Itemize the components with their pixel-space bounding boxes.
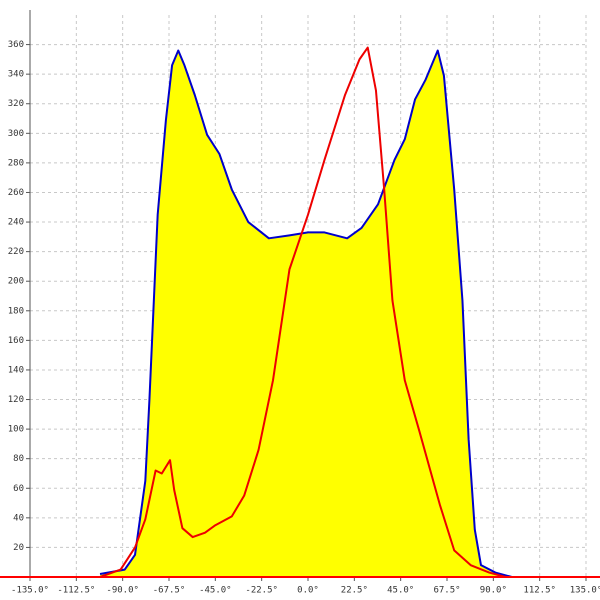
y-tick-label: 240 [8,218,24,228]
y-tick-label: 320 [8,99,24,109]
y-tick-label: 80 [13,454,24,464]
y-tick-label: 260 [8,188,24,198]
x-tick-label: 0.0° [297,586,319,596]
y-tick-label: 200 [8,277,24,287]
x-tick-label: -45.0° [199,586,232,596]
x-tick-label: 22.5° [341,586,368,596]
x-tick-label: -67.5° [153,586,186,596]
y-tick-label: 280 [8,158,24,168]
line [99,46,506,578]
x-tick-label: -22.5° [245,586,278,596]
y-tick-label: 60 [13,484,24,494]
line [99,49,513,578]
area [100,50,512,577]
x-tick-label: 45.0° [387,586,414,596]
y-tick-label: 140 [8,365,24,375]
y-tick-label: 300 [8,129,24,139]
y-tick-label: 120 [8,395,24,405]
y-tick-label: 100 [8,425,24,435]
x-tick-label: -135.0° [11,586,49,596]
y-tick-label: 40 [13,513,24,523]
x-tick-label: 112.5° [523,586,556,596]
y-tick-label: 20 [13,543,24,553]
y-tick-label: 180 [8,306,24,316]
y-tick-label: 360 [8,40,24,50]
x-tick-label: 67.5° [433,586,460,596]
x-tick-label: 90.0° [480,586,507,596]
y-tick-label: 220 [8,247,24,257]
x-tick-label: 135.0° [570,586,600,596]
y-tick-label: 340 [8,70,24,80]
y-tick-label: 160 [8,336,24,346]
x-tick-label: -112.5° [57,586,95,596]
x-tick-label: -90.0° [106,586,139,596]
